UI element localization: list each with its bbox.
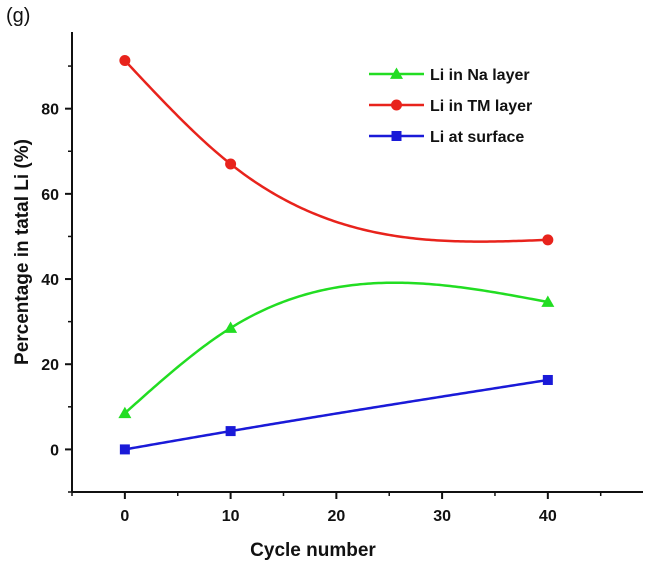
y-ticks: 0 20 40 60 80	[41, 65, 72, 493]
series-1	[119, 55, 554, 246]
legend: Li in Na layer Li in TM layer Li at surfac…	[369, 67, 532, 146]
data-point	[119, 444, 130, 455]
y-axis-title: Percentage in tatal Li (%)	[12, 139, 33, 365]
legend-marker	[391, 131, 402, 141]
legend-label: Li at surface	[430, 129, 524, 146]
series-line	[124, 281, 549, 415]
y-tick-label: 60	[41, 187, 59, 204]
x-tick-label: 30	[433, 508, 451, 525]
x-ticks: 0 10 20 30 40	[71, 492, 602, 525]
series-line	[123, 59, 548, 243]
y-tick-label: 20	[41, 357, 59, 374]
data-point	[225, 426, 236, 437]
legend-item-0: Li in Na layer	[369, 67, 530, 84]
legend-item-2: Li at surface	[369, 129, 524, 146]
panel-label: (g)	[6, 5, 30, 27]
axes	[71, 32, 643, 493]
data-point	[542, 374, 553, 385]
x-tick-label: 40	[539, 508, 557, 525]
data-point	[224, 321, 238, 333]
legend-marker	[390, 67, 403, 79]
y-tick-label: 80	[41, 102, 59, 119]
data-point	[118, 406, 132, 419]
legend-label: Li in Na layer	[430, 67, 530, 84]
series-line	[124, 378, 549, 451]
legend-label: Li in TM layer	[430, 98, 532, 115]
series-2	[119, 374, 553, 455]
data-point	[225, 158, 237, 170]
y-tick-label: 0	[50, 442, 59, 459]
x-axis-title: Cycle number	[250, 540, 376, 561]
x-tick-label: 10	[222, 508, 240, 525]
legend-marker	[391, 99, 402, 111]
data-point	[541, 295, 555, 307]
legend-item-1: Li in TM layer	[369, 98, 532, 115]
x-tick-label: 20	[327, 508, 345, 525]
data-point	[542, 234, 554, 246]
series-layer	[118, 55, 555, 455]
data-point	[119, 55, 131, 67]
x-tick-label: 0	[120, 508, 129, 525]
series-0	[118, 281, 555, 419]
y-tick-label: 40	[41, 272, 59, 289]
